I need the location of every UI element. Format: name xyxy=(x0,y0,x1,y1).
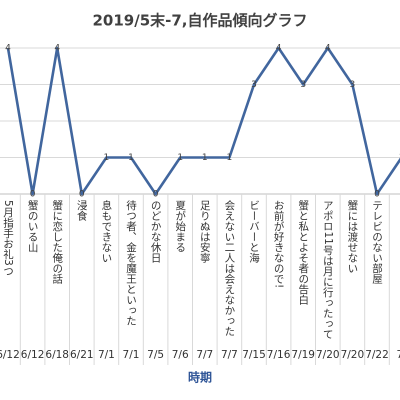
x-date-label: 7/20 xyxy=(316,349,340,361)
x-date-label: 6/21 xyxy=(70,349,94,361)
x-date-label: 7/7 xyxy=(221,349,238,361)
data-label: 4 xyxy=(325,44,331,54)
data-label: 1 xyxy=(227,153,233,163)
x-category-label: 夏が始まる xyxy=(174,200,186,253)
data-label: 3 xyxy=(300,80,306,90)
data-label: 1 xyxy=(399,153,400,163)
x-category-label: 会えない二人は会えなかった xyxy=(223,199,235,336)
data-label: 1 xyxy=(177,153,183,163)
x-date-label: 6/12 xyxy=(0,349,20,361)
x-category-label: 待つ者、金を魔王といった xyxy=(125,199,137,326)
x-date-label: 7/1 xyxy=(123,349,140,361)
line xyxy=(6,46,400,196)
x-category-label: 息もできない xyxy=(100,199,112,263)
x-date-label: 7/15 xyxy=(242,349,266,361)
data-label: 1 xyxy=(202,153,208,163)
x-date-label: 7/6 xyxy=(172,349,189,361)
x-date-label: 7/22 xyxy=(365,349,389,361)
x-date-label: 7/19 xyxy=(291,349,315,361)
x-category-label: アポロ11号は月に行ったって xyxy=(322,200,334,339)
x-category-label: のどかな休日 xyxy=(150,200,162,263)
x-category-label: テレビのない部屋 xyxy=(371,200,383,285)
x-axis-title: 時期 xyxy=(188,370,212,385)
x-category-label: 5月指手お礼3つ xyxy=(2,200,14,276)
x-date-label: 6/18 xyxy=(45,349,69,361)
x-category-label: 蟹に恋した俺の話 xyxy=(51,199,63,285)
data-label: 0 xyxy=(153,190,159,200)
x-date-label: 6/12 xyxy=(21,349,45,361)
x-category-label: 蟹と私とよそ者の告白 xyxy=(297,199,309,305)
data-label: 3 xyxy=(251,80,257,90)
x-date-label: 7/ xyxy=(396,349,400,361)
data-label: 1 xyxy=(104,153,110,163)
data-label: 0 xyxy=(30,190,36,200)
x-date-label: 7/7 xyxy=(196,349,213,361)
x-date-label: 7/5 xyxy=(147,349,164,361)
chart-title: 2019/5末-7,自作品傾向グラフ xyxy=(92,12,307,30)
data-label: 3 xyxy=(350,80,356,90)
x-category-label: 蟹のいる山 xyxy=(27,199,39,252)
data-label: 4 xyxy=(5,44,11,54)
x-date-label: 7/1 xyxy=(98,349,115,361)
data-label: 0 xyxy=(374,190,380,200)
x-category-label: お前が好きなので! xyxy=(273,200,285,288)
data-label: 4 xyxy=(276,44,282,54)
x-date-label: 7/16 xyxy=(267,349,291,361)
x-category-label: 浸食 xyxy=(76,200,88,222)
x-category-label: ビーバーと海 xyxy=(248,200,260,264)
x-category-label: 足りぬは安寧 xyxy=(199,200,211,264)
data-label: 0 xyxy=(79,190,85,200)
data-label: 4 xyxy=(54,44,60,54)
x-category-label: 蟹には渡せない xyxy=(346,199,358,273)
x-date-label: 7/20 xyxy=(341,349,365,361)
data-label: 1 xyxy=(128,153,134,163)
